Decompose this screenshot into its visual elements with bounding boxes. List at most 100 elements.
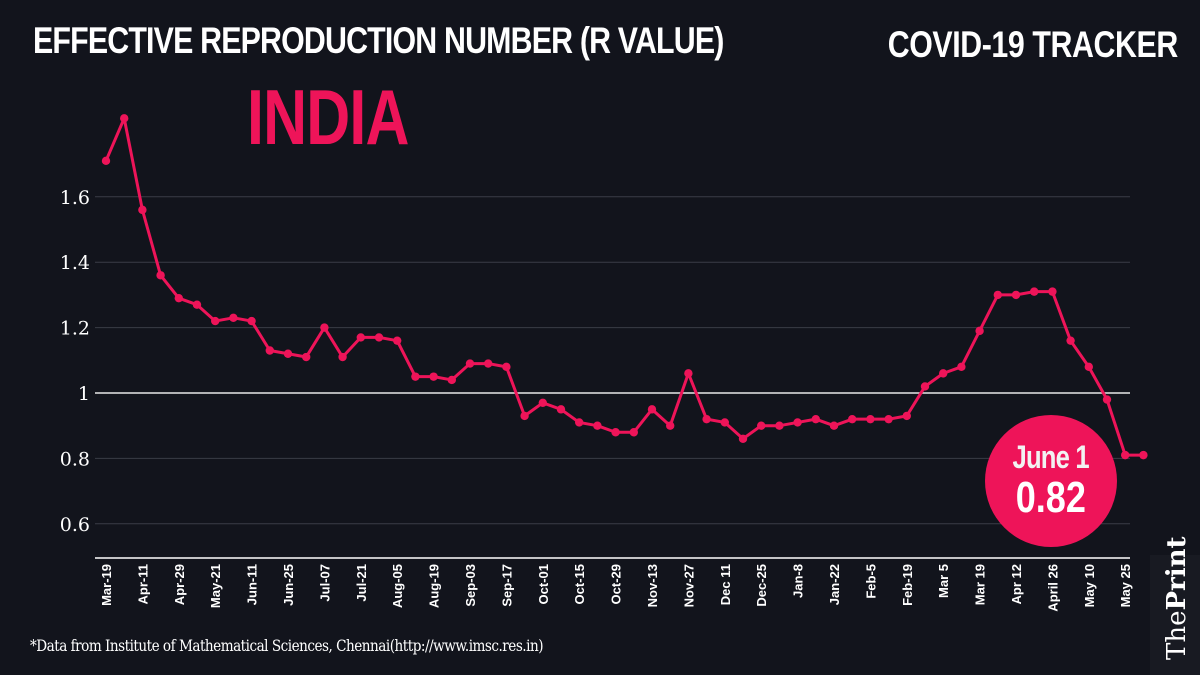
data-point: [1121, 450, 1130, 460]
data-point: [192, 300, 202, 309]
brand-strip: [1150, 555, 1200, 675]
data-point: [575, 418, 584, 427]
y-tick-label: 1.6: [60, 187, 90, 209]
data-point: [884, 414, 893, 424]
x-tick-label: Apr-29: [172, 564, 187, 605]
data-point: [393, 336, 402, 345]
data-point: [684, 369, 693, 378]
x-tick-label: Mar 5: [936, 564, 951, 598]
x-tick-label: Jun-11: [245, 564, 260, 605]
data-point: [993, 290, 1002, 300]
data-point: [538, 398, 547, 408]
data-point: [283, 349, 293, 358]
data-point: [975, 326, 984, 336]
x-axis-ticks: Mar-19 Apr-11 Apr-29 May-21 Jun-11 Jun-25 Jul-…: [99, 564, 1133, 612]
x-tick-label: May-21: [208, 564, 223, 608]
data-point: [120, 114, 129, 123]
y-tick-label: 1.4: [60, 252, 90, 274]
x-tick-label: Apr-11: [135, 564, 150, 604]
chart-title: EFFECTIVE REPRODUCTION NUMBER (R VALUE): [33, 20, 724, 61]
data-point: [1066, 336, 1075, 345]
data-point: [920, 382, 930, 391]
data-source-note: *Data from Institute of Mathematical Sci…: [30, 636, 544, 655]
data-point: [247, 316, 256, 326]
data-point: [720, 418, 729, 427]
series-line: [104, 116, 1144, 457]
data-point: [738, 434, 748, 443]
data-point: [1048, 287, 1057, 296]
data-point: [465, 359, 475, 368]
data-point: [647, 405, 657, 414]
data-point: [138, 205, 147, 215]
y-tick-label: 0.8: [60, 448, 90, 470]
data-point: [101, 156, 111, 166]
x-tick-label: Mar 19: [973, 564, 988, 605]
data-point: [666, 421, 675, 430]
series-r-value: [101, 114, 1148, 460]
x-tick-label: Dec-25: [754, 564, 769, 607]
x-tick-label: Nov-27: [681, 564, 696, 607]
x-tick-label: Mar-19: [99, 564, 114, 606]
data-point: [1030, 287, 1039, 296]
data-point: [757, 421, 766, 430]
x-tick-label: Oct-01: [536, 564, 551, 604]
x-tick-label: Oct-29: [609, 564, 624, 604]
data-point: [447, 375, 456, 385]
data-point: [356, 333, 365, 342]
x-tick-label: Aug-19: [427, 564, 442, 608]
data-point: [829, 421, 839, 430]
brand-logo: ThePrint: [1162, 536, 1192, 660]
x-tick-label: Aug-05: [390, 564, 405, 608]
data-point: [793, 418, 802, 427]
data-point: [1139, 450, 1148, 460]
x-tick-label: Feb-19: [900, 564, 915, 606]
data-point: [320, 323, 329, 332]
y-tick-label: 1: [78, 383, 90, 405]
data-point: [775, 421, 784, 430]
y-tick-label: 0.6: [60, 514, 90, 536]
data-point: [593, 421, 602, 430]
data-point: [702, 414, 711, 424]
x-tick-label: April 26: [1045, 564, 1060, 612]
data-point: [1011, 290, 1021, 300]
data-point: [939, 369, 948, 378]
data-point: [902, 411, 911, 421]
data-point: [156, 271, 165, 280]
data-point: [866, 414, 875, 424]
data-point: [1084, 362, 1094, 372]
data-point: [1102, 395, 1112, 404]
data-point: [374, 333, 384, 342]
latest-value-badge: June 1 0.82: [985, 415, 1117, 547]
data-point: [265, 346, 274, 355]
y-axis-ticks: 0.6 0.8 1 1.2 1.4 1.6: [60, 187, 90, 536]
data-point: [848, 414, 857, 424]
brand-prefix: The: [1162, 610, 1192, 660]
x-tick-label: Jun-25: [281, 564, 296, 606]
y-tick-label: 1.2: [60, 318, 90, 340]
data-point: [411, 372, 420, 381]
data-point: [211, 316, 220, 326]
badge-value: 0.82: [1015, 473, 1087, 522]
x-tick-label: Jan-22: [827, 564, 842, 605]
x-tick-label: Nov-13: [645, 564, 660, 607]
data-point: [302, 352, 311, 362]
x-tick-label: May 10: [1082, 564, 1097, 607]
data-point: [502, 362, 511, 372]
x-tick-label: Oct-15: [572, 564, 587, 604]
x-tick-label: Sep-03: [463, 564, 478, 607]
x-tick-label: Jan-8: [791, 564, 806, 598]
gridlines: [95, 196, 1130, 559]
data-point: [338, 352, 347, 362]
data-point: [174, 293, 183, 303]
brand-name: Print: [1162, 536, 1192, 611]
x-tick-label: Sep-17: [499, 564, 514, 607]
country-label: INDIA: [247, 73, 410, 161]
data-point: [556, 405, 566, 414]
data-point: [957, 362, 966, 372]
data-point: [811, 414, 820, 424]
tracker-label: COVID-19 TRACKER: [887, 24, 1179, 65]
data-point: [611, 428, 620, 437]
x-tick-label: Apr 12: [1009, 564, 1024, 604]
x-tick-label: Jul-07: [317, 564, 332, 602]
